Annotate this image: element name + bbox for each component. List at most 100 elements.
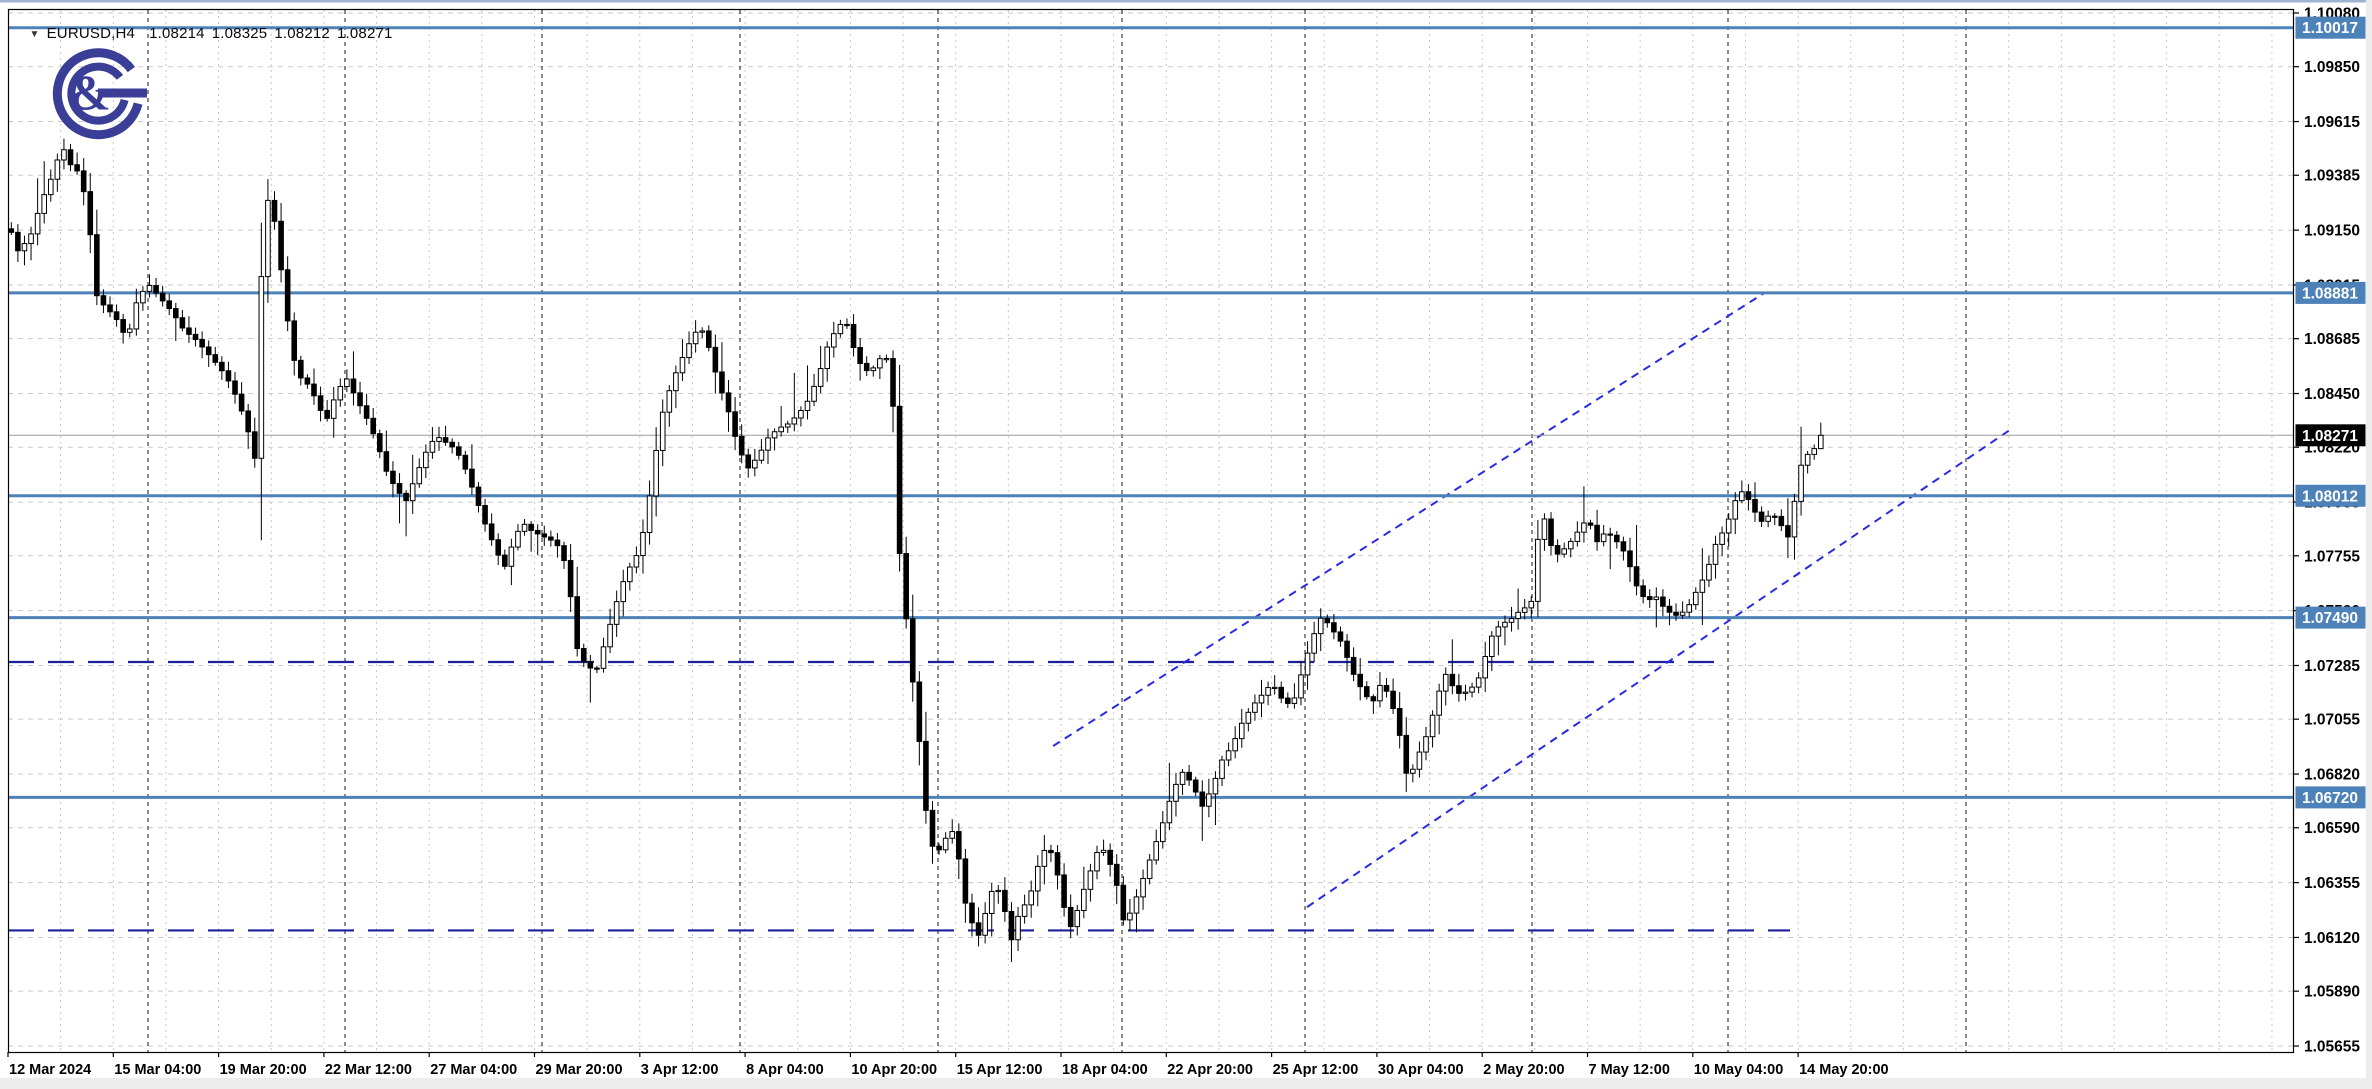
candle — [304, 377, 311, 385]
level-price-label-box[interactable] — [2295, 606, 2366, 629]
candle — [219, 361, 225, 372]
candle — [890, 358, 896, 407]
candle — [1482, 656, 1489, 679]
candle — [1146, 859, 1153, 879]
candle — [278, 220, 284, 271]
candle — [607, 623, 613, 648]
candle — [1140, 877, 1146, 898]
candle — [758, 449, 765, 461]
candle — [469, 468, 475, 488]
level-price-label-box[interactable] — [2295, 484, 2366, 507]
candle — [916, 681, 923, 742]
candle — [804, 400, 811, 411]
candle — [1212, 777, 1219, 795]
candle — [699, 330, 706, 333]
candle — [403, 492, 409, 502]
candle — [752, 459, 758, 469]
candle — [679, 357, 686, 374]
candle — [1238, 722, 1245, 740]
candle — [363, 405, 370, 419]
trend-channel-line[interactable] — [1052, 292, 1765, 747]
candles — [9, 138, 1824, 963]
candle — [1706, 563, 1712, 581]
broker-logo: & — [50, 48, 150, 140]
candle — [74, 164, 80, 172]
candle — [1732, 500, 1739, 520]
candle — [173, 308, 179, 319]
candle — [1133, 896, 1140, 914]
candle — [863, 362, 870, 372]
candle — [159, 292, 166, 302]
time-tick-label: 27 Mar 04:00 — [430, 1062, 517, 1078]
candle — [1160, 822, 1166, 843]
candle — [15, 231, 21, 252]
candle — [383, 451, 390, 472]
candle — [1574, 531, 1581, 542]
candle — [686, 343, 692, 359]
candle — [712, 346, 719, 373]
candle — [1173, 783, 1179, 802]
candle — [508, 546, 515, 567]
candle — [988, 890, 995, 914]
price-tick-label: 1.06820 — [2304, 767, 2360, 784]
time-tick-label: 22 Mar 12:00 — [325, 1062, 412, 1078]
candle — [1692, 591, 1699, 606]
candle — [1403, 734, 1410, 774]
candle — [633, 555, 640, 568]
level-price-label-box[interactable] — [2295, 786, 2366, 809]
candle — [186, 327, 192, 335]
candle — [100, 295, 107, 306]
candle — [1311, 633, 1317, 654]
candle — [1061, 874, 1067, 908]
candle — [1607, 533, 1614, 536]
candle — [449, 441, 455, 448]
candle — [1660, 596, 1666, 607]
level-price-label-box[interactable] — [2295, 281, 2366, 304]
candle — [844, 323, 850, 327]
candle — [94, 234, 100, 297]
candle — [324, 409, 330, 419]
candle — [877, 358, 883, 369]
candle — [692, 331, 699, 345]
candle — [1410, 768, 1416, 774]
candle — [1363, 686, 1370, 698]
candle — [179, 317, 186, 329]
candle — [1028, 890, 1035, 906]
candle — [265, 199, 271, 278]
candle — [291, 320, 298, 361]
candle — [1791, 500, 1798, 538]
candle — [1679, 611, 1686, 616]
time-tick-label: 30 Apr 04:00 — [1378, 1062, 1464, 1078]
candle — [9, 228, 15, 233]
candle — [284, 269, 291, 322]
candle — [1587, 522, 1594, 526]
time-tick-label: 15 Mar 04:00 — [114, 1062, 201, 1078]
candle — [554, 539, 561, 547]
candle — [1600, 533, 1607, 543]
candle — [1541, 518, 1548, 540]
trend-channel-line[interactable] — [1306, 427, 2013, 908]
level-price-label-box[interactable] — [2295, 16, 2366, 39]
price-axis[interactable]: 1.100801.098501.096151.093851.091501.089… — [2294, 6, 2366, 1056]
candle — [1489, 635, 1495, 658]
level-price-label-text: 1.08881 — [2302, 285, 2358, 302]
time-tick-label: 10 May 04:00 — [1694, 1062, 1783, 1078]
candle — [462, 454, 469, 470]
time-axis[interactable]: 12 Mar 2024 15 Mar 04:00 19 Mar 20:00 22 Ma… — [7, 1052, 1889, 1078]
candle — [1515, 611, 1521, 620]
candle — [640, 531, 646, 557]
candle — [1495, 626, 1502, 637]
price-tick-label: 1.08450 — [2304, 386, 2360, 403]
time-tick-label: 22 Apr 20:00 — [1167, 1062, 1253, 1078]
candle — [541, 533, 548, 538]
candle — [1002, 889, 1008, 913]
current-price-label-box[interactable] — [2295, 424, 2366, 447]
level-price-label-text: 1.07490 — [2302, 610, 2358, 627]
price-tick-label: 1.08685 — [2304, 331, 2360, 348]
candle — [126, 328, 133, 333]
symbol-dropdown-icon[interactable]: ▼ — [29, 29, 40, 40]
candle — [969, 902, 975, 924]
candle — [113, 311, 120, 321]
logo-g-mark: & — [52, 48, 147, 140]
